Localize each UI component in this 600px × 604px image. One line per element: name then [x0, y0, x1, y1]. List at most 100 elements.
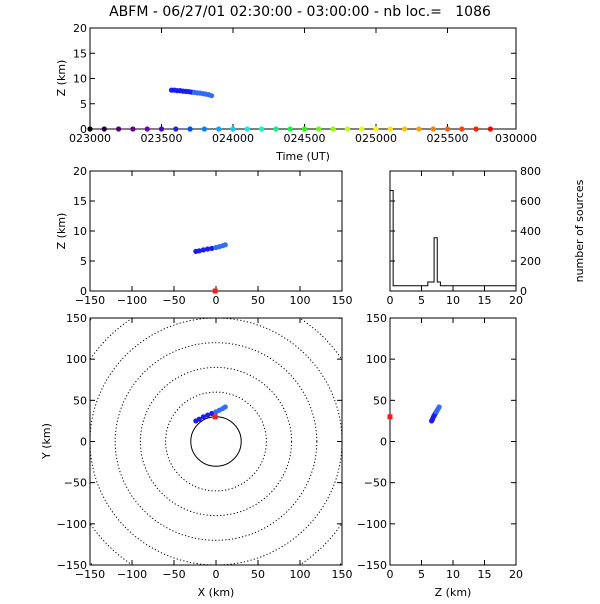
zy_view-xtick-label: 5 — [418, 568, 425, 581]
range-ring — [114, 342, 318, 541]
range-ring — [165, 391, 267, 492]
plan_view-ytick-label: 100 — [66, 353, 87, 366]
time-marker-dot — [273, 126, 279, 132]
xz_view-xtick-label: 50 — [251, 294, 265, 307]
histogram-bin — [440, 286, 516, 291]
time-height-ylabel: Z (km) — [55, 60, 68, 97]
time-marker-dot — [87, 126, 93, 132]
histogram-ylabel: number of sources — [573, 179, 586, 282]
altitude_histogram-ytick-label: 200 — [520, 255, 541, 268]
zy_view-ytick-label: 150 — [366, 312, 387, 325]
range-ring — [90, 318, 342, 565]
zy-station-marker — [387, 414, 393, 420]
time-marker-dot — [301, 126, 308, 132]
histogram-step-line — [389, 190, 516, 291]
xz_view-xtick-label: 100 — [290, 294, 311, 307]
altitude_histogram-xtick-label: 15 — [478, 294, 492, 307]
panel-plan-frame — [89, 317, 343, 566]
altitude_histogram-ytick-label: 800 — [520, 165, 541, 178]
zy_view-ytick-label: 100 — [366, 353, 387, 366]
plan_view-ytick-label: −50 — [64, 477, 87, 490]
time-height-ytick-label: 10 — [73, 73, 87, 86]
time-marker-dot — [201, 126, 207, 132]
time-height-xtick-label: 025500 — [427, 132, 469, 145]
time-height-xlabel: Time (UT) — [275, 150, 330, 163]
panel-xz-view: Z (km) — [55, 170, 343, 292]
plan_view-xtick-label: −50 — [162, 568, 185, 581]
plan-station-marker — [212, 414, 218, 420]
plan_view-xtick-label: 150 — [332, 568, 353, 581]
time-height-ytick-label: 15 — [73, 47, 87, 60]
zy_view-axes: 0 5 10 15 20 −150 −100 −50 0 50 100 150 — [357, 312, 523, 581]
xz_view-axes: −150 −100 −50 0 50 100 150 0 5 10 15 20 — [73, 165, 353, 307]
zy_view-xtick-label: 10 — [446, 568, 460, 581]
time-marker-dot — [359, 126, 365, 132]
time-marker-dot — [158, 126, 165, 132]
time-marker-dot — [259, 126, 265, 132]
time-marker-dot — [387, 126, 393, 132]
plan_view-ytick-label: 0 — [80, 436, 87, 449]
range-ring — [90, 318, 342, 565]
range-ring — [139, 366, 293, 517]
time-marker-dot — [487, 126, 493, 132]
plan-source-point — [222, 404, 228, 410]
time-height-xtick-label: 024500 — [284, 132, 326, 145]
plan_view-ytick-label: −150 — [57, 559, 87, 572]
altitude_histogram-xtick-label: 5 — [418, 294, 425, 307]
xz-source-point — [200, 247, 206, 253]
time-marker-dot — [373, 126, 379, 132]
plan_view-xtick-label: 0 — [213, 568, 220, 581]
time-height-xtick-label: 030000 — [495, 132, 537, 145]
time-marker-dot — [173, 126, 179, 132]
time-marker-dot — [101, 126, 107, 132]
zy_view-ytick-label: −100 — [357, 518, 387, 531]
range-ring — [190, 416, 242, 467]
panel-time-height-frame — [89, 27, 517, 130]
plan_view-xtick-label: 50 — [251, 568, 265, 581]
xz_view-xtick-label: −100 — [117, 294, 147, 307]
time-marker-dot — [287, 126, 293, 132]
time-marker-dot — [187, 126, 193, 132]
plan_view-axes: −150 −100 −50 0 50 100 150 −150 −100 −50 0 50 100 150 — [57, 312, 353, 581]
xz-ylabel: Z (km) — [55, 213, 68, 250]
plan_view-xtick-label: −150 — [75, 568, 105, 581]
time-height-source-point — [208, 93, 215, 99]
zy_view-xtick-label: 15 — [478, 568, 492, 581]
altitude_histogram-xtick-label: 20 — [509, 294, 523, 307]
plan_view-xtick-label: −100 — [117, 568, 147, 581]
time-marker-dot — [416, 126, 422, 132]
time-height-ytick-label: 0 — [80, 123, 87, 136]
xz-source-point — [222, 242, 228, 248]
xz_view-ytick-label: 20 — [73, 165, 87, 178]
time-marker-dot — [330, 126, 336, 132]
time-marker-dot — [130, 126, 136, 132]
zy_view-xtick-label: 20 — [509, 568, 523, 581]
plan_view-ytick-label: 150 — [66, 312, 87, 325]
panel-xz-frame — [89, 170, 343, 292]
panel-zy-view: Z (km) — [389, 317, 517, 599]
panel-zy-frame — [389, 317, 517, 566]
xz-source-point — [209, 245, 215, 251]
time-marker-dot — [459, 126, 465, 132]
zy_view-ytick-label: 50 — [373, 394, 387, 407]
panel-altitude-histogram: number of sources — [389, 170, 586, 292]
xz-station-marker — [212, 288, 218, 294]
plan-source-point — [196, 416, 202, 422]
zy_view-ytick-label: 0 — [380, 436, 387, 449]
xz-source-point — [205, 246, 211, 252]
time-marker-dot — [230, 126, 236, 132]
time-marker-dot — [144, 126, 150, 132]
zy-xlabel: Z (km) — [435, 586, 472, 599]
xz_view-ytick-label: 15 — [73, 195, 87, 208]
time-height-xtick-label: 024000 — [212, 132, 254, 145]
xz_view-xtick-label: 150 — [332, 294, 353, 307]
zy_view-ytick-label: −50 — [364, 477, 387, 490]
altitude_histogram-ytick-label: 600 — [520, 195, 541, 208]
zy_view-ytick-label: −150 — [357, 559, 387, 572]
time-height-ytick-label: 5 — [80, 98, 87, 111]
zy-source-point — [436, 404, 442, 410]
xz_view-xtick-label: −150 — [75, 294, 105, 307]
altitude_histogram-ytick-label: 0 — [520, 285, 527, 298]
